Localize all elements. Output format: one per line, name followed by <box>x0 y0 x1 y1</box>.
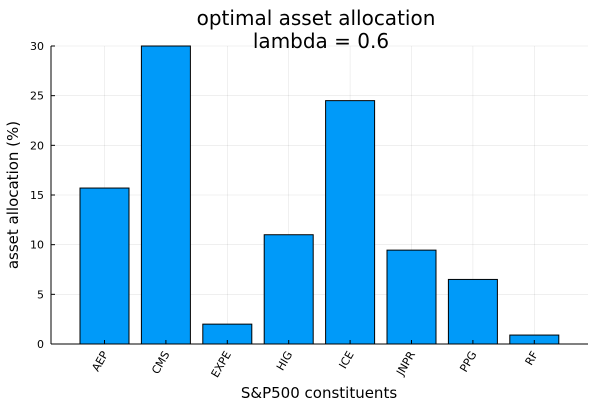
y-ticks: 0 5 10 15 20 25 30 <box>30 40 55 351</box>
x-tick-label: CMS <box>149 349 172 376</box>
y-tick-label: 10 <box>30 239 44 252</box>
x-ticks: AEP CMS EXPE HIG ICE JNPR PPG RF <box>89 340 541 380</box>
bar-cms <box>140 45 191 345</box>
y-tick-label: 25 <box>30 90 44 103</box>
y-tick-label: 5 <box>37 288 44 301</box>
x-tick-label: PPG <box>457 349 479 374</box>
bar-ppg <box>447 278 498 345</box>
x-tick-label: JNPR <box>393 349 418 379</box>
bar-hig <box>263 234 314 345</box>
y-tick-label: 20 <box>30 139 44 152</box>
bar-aep <box>79 187 130 345</box>
x-axis-label: S&P500 constituents <box>241 384 397 400</box>
bar-jnpr <box>386 249 437 345</box>
y-tick-label: 0 <box>37 338 44 351</box>
x-tick-label: AEP <box>89 349 111 374</box>
y-tick-label: 15 <box>30 189 44 202</box>
x-tick-label: HIG <box>274 349 295 373</box>
y-axis-label: asset allocation (%) <box>4 121 22 269</box>
x-tick-label: EXPE <box>209 349 234 380</box>
x-tick-label: ICE <box>337 349 357 371</box>
bar-ice <box>325 100 376 345</box>
chart-title: optimal asset allocation <box>197 6 436 30</box>
x-tick-label: RF <box>523 349 541 368</box>
bars <box>79 45 560 345</box>
y-tick-label: 30 <box>30 40 44 53</box>
grid <box>51 45 588 345</box>
chart-subtitle: lambda = 0.6 <box>253 29 389 53</box>
